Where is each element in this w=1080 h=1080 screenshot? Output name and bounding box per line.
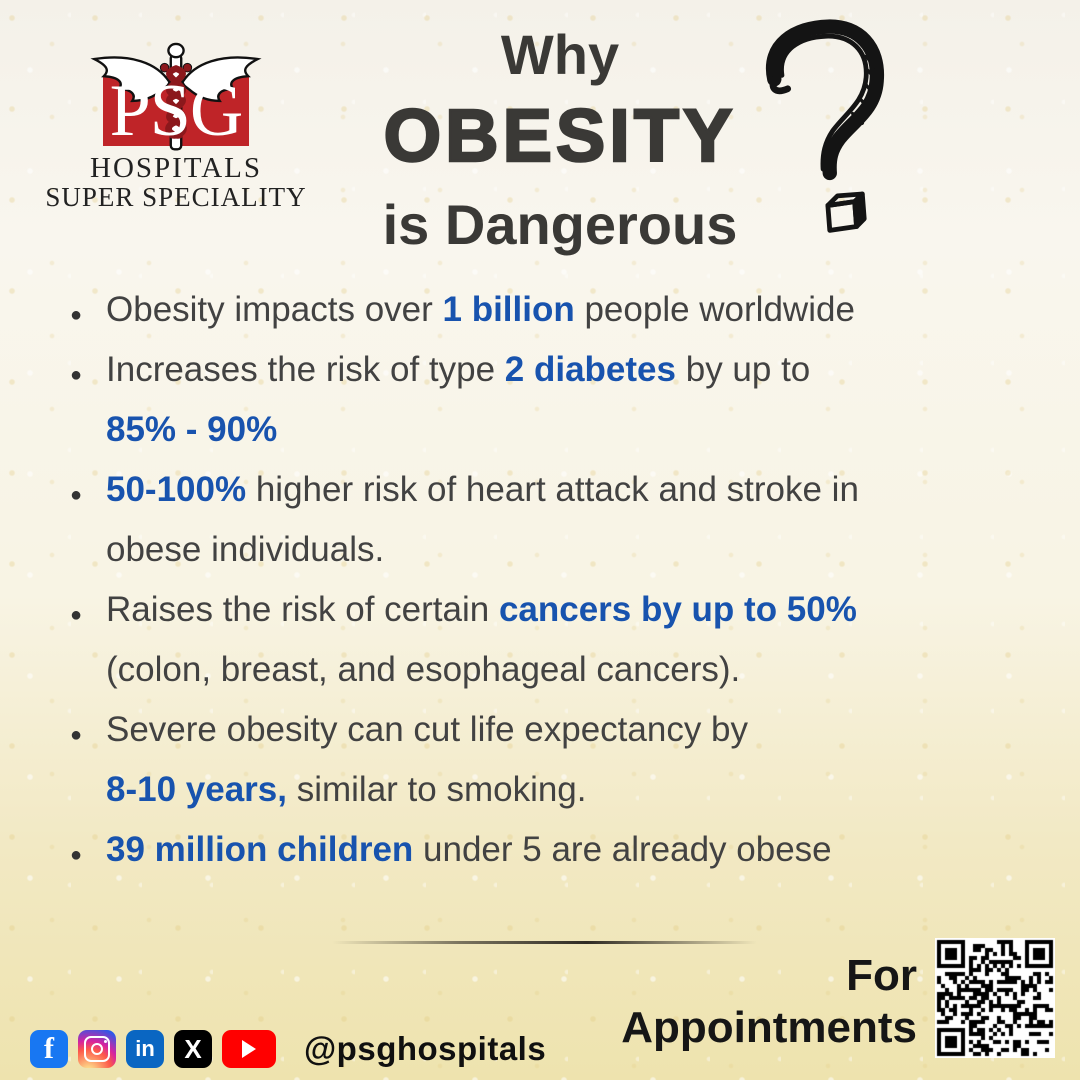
page-title: Why OBESITY is Dangerous (340, 22, 780, 257)
question-mark-icon (765, 19, 884, 233)
fact-text: obese individuals. (106, 530, 385, 569)
fact-text: 8-10 years, similar to smoking. (106, 770, 587, 809)
fact-text: Obesity impacts over 1 billion people wo… (106, 290, 855, 329)
bullet-dot: ● (70, 724, 83, 746)
facebook-icon[interactable]: f (30, 1030, 68, 1068)
bullet-dot: ● (70, 364, 83, 386)
divider-line (332, 941, 757, 944)
social-bar: f in X @psghospitals (30, 1030, 546, 1068)
fact-text: 85% - 90% (106, 410, 278, 449)
linkedin-glyph: in (135, 1036, 155, 1061)
psg-logo: PSG HOSPITALS SUPER SPECIALITY (40, 40, 320, 212)
instagram-camera-glyph (84, 1036, 110, 1062)
x-twitter-icon[interactable]: X (174, 1030, 212, 1068)
appointments-block: For Appointments (621, 938, 1055, 1058)
fact-line: ● 50-100% higher risk of heart attack and… (70, 470, 990, 530)
for-label: For (846, 951, 917, 1000)
fact-line: ● Obesity impacts over 1 billion people w… (70, 290, 990, 350)
question-dot-cube (825, 191, 867, 233)
logo-super-speciality-text: SUPER SPECIALITY (45, 182, 307, 212)
bullet-dot: ● (70, 604, 83, 626)
bullet-dot: ● (70, 304, 83, 326)
fact-line: ● 39 million children under 5 are already… (70, 830, 990, 890)
x-glyph: X (184, 1033, 202, 1064)
logo-hospitals-text: HOSPITALS (90, 152, 262, 184)
linkedin-icon[interactable]: in (126, 1030, 164, 1068)
fact-text: 50-100% higher risk of heart attack and … (106, 470, 859, 509)
title-obesity: OBESITY (382, 93, 737, 179)
title-is-dangerous: is Dangerous (382, 193, 738, 256)
fact-line: ● Severe obesity can cut life expectancy … (70, 710, 990, 770)
logo-psg-text: PSG (109, 70, 244, 152)
youtube-play-glyph (242, 1040, 256, 1058)
fact-text: Raises the risk of certain cancers by up… (106, 590, 857, 629)
caduceus-icon (90, 42, 262, 151)
fact-line: ●obese individuals. (70, 530, 990, 590)
appointments-label: Appointments (621, 1003, 917, 1052)
facebook-glyph: f (44, 1032, 54, 1065)
fact-line: ● 8-10 years, similar to smoking. (70, 770, 990, 830)
fact-text: Severe obesity can cut life expectancy b… (106, 710, 749, 749)
qr-code (935, 938, 1055, 1058)
social-handle: @psghospitals (304, 1030, 547, 1067)
fact-text: (colon, breast, and esophageal cancers). (106, 650, 741, 689)
appointments-text: For Appointments (621, 954, 917, 1050)
fact-text: Increases the risk of type 2 diabetes by… (106, 350, 811, 389)
fact-line: ●(colon, breast, and esophageal cancers)… (70, 650, 990, 710)
fact-line: ● Increases the risk of type 2 diabetes b… (70, 350, 990, 410)
instagram-icon[interactable] (78, 1030, 116, 1068)
fact-list: ● Obesity impacts over 1 billion people w… (70, 290, 990, 890)
title-why: Why (500, 23, 620, 86)
fact-line: ● Raises the risk of certain cancers by u… (70, 590, 990, 650)
bullet-dot: ● (70, 844, 83, 866)
bullet-dot: ● (70, 484, 83, 506)
fact-text: 39 million children under 5 are already … (106, 830, 832, 869)
youtube-icon[interactable] (222, 1030, 276, 1068)
fact-line: ●85% - 90% (70, 410, 990, 470)
